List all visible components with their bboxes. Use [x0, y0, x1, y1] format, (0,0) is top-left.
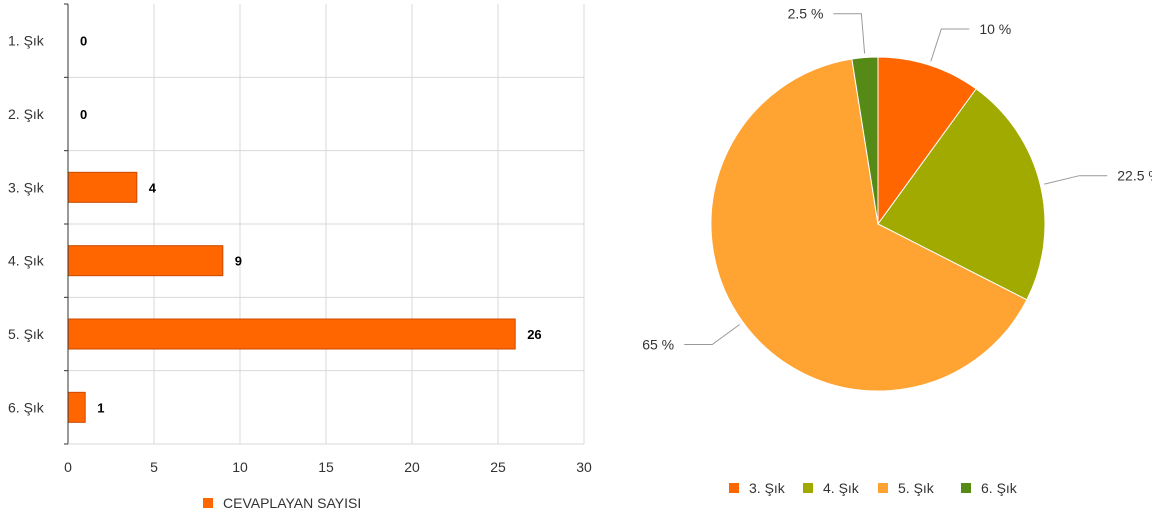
bar-row: 4. Şık 9 — [8, 245, 242, 277]
bar — [67, 318, 516, 350]
bar-data-label: 0 — [80, 34, 87, 49]
bar-data-label: 26 — [527, 327, 541, 342]
bar-legend-swatch[interactable] — [203, 498, 213, 508]
bar-axis: 0 5 10 15 20 25 30 — [64, 3, 592, 475]
pie-slice[interactable] — [710, 58, 1028, 392]
bar-chart: 1. Şık 0 2. Şık 0 3. Şık 4 4. Şık 9 5. Şık 26 6. Ş… — [8, 3, 592, 511]
bar-data-label: 0 — [80, 107, 87, 122]
bar-data-label: 1 — [97, 400, 104, 415]
bar-category-label: 3. Şık — [8, 179, 45, 195]
x-tick-label: 10 — [232, 459, 248, 475]
pie-value-label: 10 % — [979, 21, 1011, 37]
bar-data-label: 9 — [235, 254, 242, 269]
bar-category-label: 6. Şık — [8, 399, 45, 415]
pie-legend-swatch[interactable] — [729, 483, 739, 493]
bar-category-rows: 1. Şık 0 2. Şık 0 3. Şık 4 4. Şık 9 5. Şık 26 6. Ş… — [8, 33, 542, 423]
bar — [67, 245, 224, 277]
bar — [67, 391, 86, 423]
pie-legend-label[interactable]: 4. Şık — [823, 480, 860, 496]
bar-legend[interactable]: CEVAPLAYAN SAYISI — [203, 495, 361, 511]
pie-leader-line — [1044, 175, 1108, 185]
bar-category-label: 5. Şık — [8, 326, 45, 342]
bar-row: 2. Şık 0 — [8, 106, 87, 122]
bar-data-label: 4 — [149, 180, 157, 195]
bar-row: 3. Şık 4 — [8, 171, 157, 203]
x-tick-label: 5 — [150, 459, 158, 475]
pie-value-label: 65 % — [642, 336, 674, 352]
pie-legend-item[interactable]: 5. Şık — [878, 480, 935, 496]
pie-slice[interactable] — [851, 56, 879, 225]
bar-category-label: 2. Şık — [8, 106, 45, 122]
pie-leader-line — [930, 28, 970, 62]
pie-legend-item[interactable]: 4. Şık — [803, 480, 860, 496]
pie-value-label: 22.5 % — [1117, 168, 1152, 184]
pie-legend-swatch[interactable] — [878, 483, 888, 493]
pie-legend-label[interactable]: 6. Şık — [981, 480, 1018, 496]
x-tick-label: 15 — [318, 459, 334, 475]
bar — [67, 171, 138, 203]
pie-slice[interactable] — [877, 56, 977, 226]
pie-legend-item[interactable]: 6. Şık — [961, 480, 1018, 496]
pie-legend-swatch[interactable] — [961, 483, 971, 493]
x-tick-label: 0 — [64, 459, 72, 475]
pie-chart: 10 % 22.5 % 65 % 2.5 % 3. Şık 4. Şık 5. Şık 6.… — [642, 6, 1152, 496]
x-tick-label: 25 — [490, 459, 506, 475]
x-tick-label: 20 — [404, 459, 420, 475]
pie-legend[interactable]: 3. Şık 4. Şık 5. Şık 6. Şık — [729, 480, 1018, 496]
bar-gridlines — [68, 4, 585, 444]
bar-row: 1. Şık 0 — [8, 33, 87, 49]
x-tick-label: 30 — [576, 459, 592, 475]
pie-legend-item[interactable]: 3. Şık — [729, 480, 786, 496]
pie-slice[interactable] — [877, 88, 1046, 301]
pie-legend-swatch[interactable] — [803, 483, 813, 493]
bar-category-label: 4. Şık — [8, 253, 45, 269]
pie-leader-line — [684, 324, 740, 345]
pie-labels: 10 % 22.5 % 65 % 2.5 % — [642, 6, 1152, 353]
pie-value-label: 2.5 % — [788, 6, 824, 22]
pie-legend-label[interactable]: 3. Şık — [749, 480, 786, 496]
bar-row: 6. Şık 1 — [8, 391, 104, 423]
bar-row: 5. Şık 26 — [8, 318, 542, 350]
bar-category-label: 1. Şık — [8, 33, 45, 49]
pie-slices — [710, 56, 1046, 392]
bar-legend-label[interactable]: CEVAPLAYAN SAYISI — [223, 495, 361, 511]
pie-legend-label[interactable]: 5. Şık — [898, 480, 935, 496]
pie-leader-line — [833, 13, 866, 54]
